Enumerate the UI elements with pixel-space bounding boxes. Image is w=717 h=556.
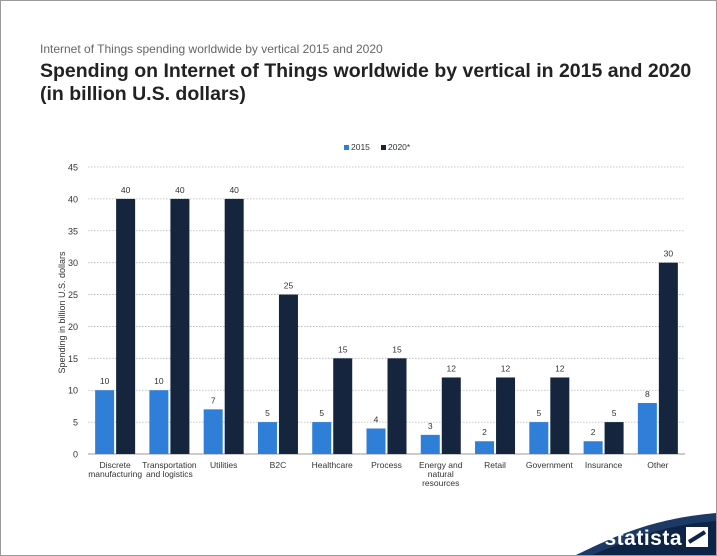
bar-2020-0: [116, 198, 136, 454]
chart-title: Spending on Internet of Things worldwide…: [40, 60, 692, 105]
legend-label-0: 2015: [351, 142, 370, 152]
bar-2015-9: [583, 441, 603, 454]
legend-swatch-1: [381, 145, 386, 150]
data-label: 40: [175, 185, 185, 195]
bar-2015-8: [529, 422, 549, 454]
x-tick-label: Government: [526, 460, 573, 470]
x-tick-label: Insurance: [585, 460, 623, 470]
data-label: 10: [100, 376, 110, 386]
data-label: 5: [265, 408, 270, 418]
data-label: 3: [428, 421, 433, 431]
bar-2015-3: [257, 422, 277, 454]
data-label: 2: [482, 427, 487, 437]
bar-2020-2: [224, 198, 244, 454]
bar-2015-0: [95, 390, 115, 454]
data-label: 8: [645, 389, 650, 399]
y-tick-label: 30: [68, 258, 78, 268]
bar-2020-10: [658, 262, 678, 454]
y-tick-label: 25: [68, 290, 78, 300]
data-label: 25: [284, 281, 294, 291]
y-tick-label: 10: [68, 386, 78, 396]
y-tick-label: 20: [68, 322, 78, 332]
data-label: 12: [447, 363, 457, 373]
x-tick-label: Utilities: [210, 460, 237, 470]
bar-2015-5: [366, 428, 386, 454]
legend-swatch-0: [344, 145, 349, 150]
x-tick-label: Process: [371, 460, 402, 470]
logo-wave-shape: [576, 513, 716, 555]
data-label: 12: [555, 363, 565, 373]
bar-2015-10: [637, 402, 657, 454]
statista-logo: statista: [556, 511, 716, 555]
x-tick-label: manufacturing: [88, 469, 142, 479]
bar-2015-7: [475, 441, 495, 454]
bar-2020-3: [278, 294, 298, 454]
bar-2020-6: [441, 377, 461, 454]
bar-2015-1: [149, 390, 169, 454]
data-label: 4: [374, 414, 379, 424]
data-label: 40: [229, 185, 239, 195]
data-label: 12: [501, 363, 511, 373]
y-tick-label: 35: [68, 226, 78, 236]
legend-label-1: 2020*: [388, 142, 411, 152]
bar-2015-6: [420, 434, 440, 454]
bar-2020-9: [604, 422, 624, 454]
y-tick-label: 45: [68, 163, 78, 173]
data-label: 30: [664, 249, 674, 259]
statista-logo-icon: [686, 527, 708, 547]
data-label: 40: [121, 185, 131, 195]
x-tick-label: natural: [428, 469, 454, 479]
x-tick-label: resources: [422, 478, 459, 488]
x-tick-label: Energy and: [419, 460, 463, 470]
x-tick-label: Transportation: [142, 460, 197, 470]
x-tick-label: and logistics: [146, 469, 193, 479]
x-tick-label: Discrete: [100, 460, 131, 470]
data-label: 5: [612, 408, 617, 418]
data-label: 2: [591, 427, 596, 437]
data-label: 15: [338, 344, 348, 354]
statista-logo-text: statista: [604, 527, 682, 550]
bar-2020-4: [333, 358, 353, 454]
chart-subtitle: Internet of Things spending worldwide by…: [40, 42, 383, 56]
data-label: 7: [211, 395, 216, 405]
bar-2020-7: [496, 377, 516, 454]
x-tick-label: B2C: [270, 460, 287, 470]
x-tick-label: Retail: [484, 460, 506, 470]
x-tick-label: Other: [647, 460, 668, 470]
data-label: 15: [392, 344, 402, 354]
y-tick-label: 5: [73, 418, 78, 428]
data-label: 10: [154, 376, 164, 386]
bar-2015-4: [312, 422, 332, 454]
y-axis-label: Spending in billion U.S. dollars: [57, 251, 67, 374]
data-label: 5: [319, 408, 324, 418]
y-tick-label: 0: [73, 450, 78, 460]
x-tick-label: Healthcare: [312, 460, 353, 470]
data-label: 5: [536, 408, 541, 418]
y-tick-label: 40: [68, 194, 78, 204]
y-tick-label: 15: [68, 354, 78, 364]
bar-2020-1: [170, 198, 190, 454]
bar-2015-2: [203, 409, 223, 454]
bar-2020-5: [387, 358, 407, 454]
bar-2020-8: [550, 377, 570, 454]
